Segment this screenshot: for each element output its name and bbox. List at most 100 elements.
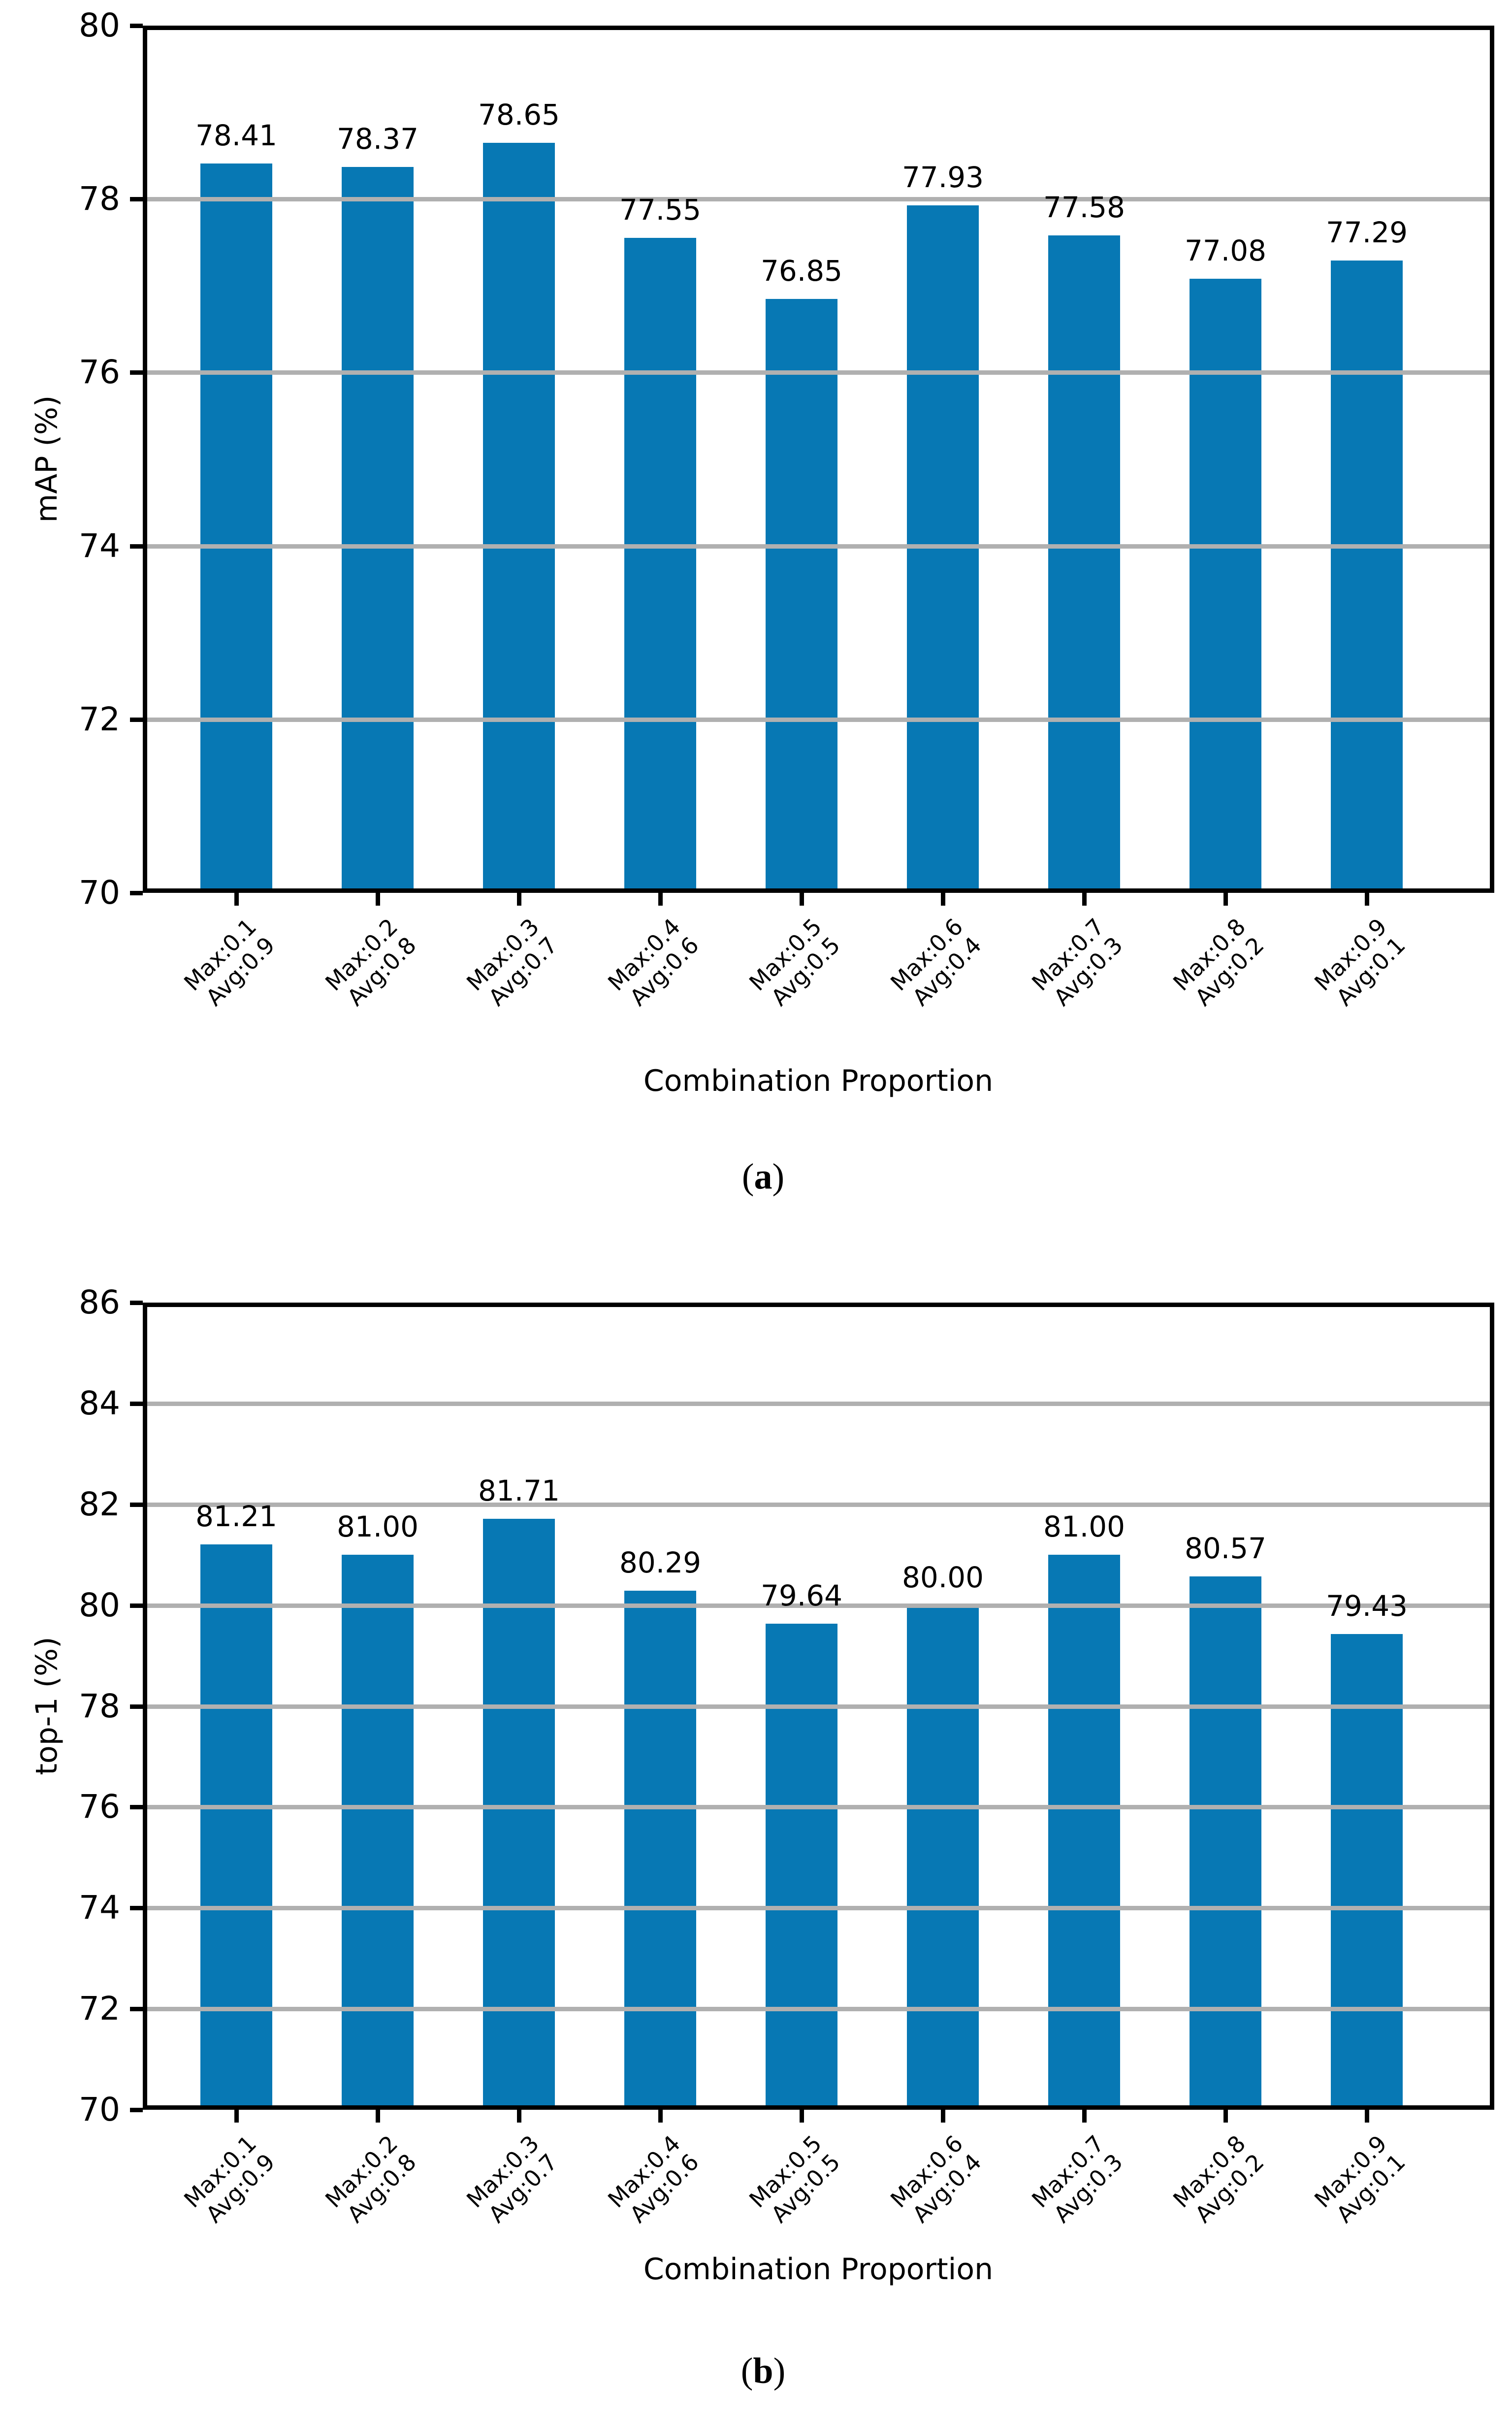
x-tick-mark bbox=[234, 2110, 239, 2123]
y-tick-mark bbox=[130, 1301, 143, 1305]
axis-spine-right bbox=[1490, 26, 1494, 893]
bar-value-label: 80.57 bbox=[1184, 1532, 1267, 1566]
x-tick-mark bbox=[658, 893, 663, 906]
axis-spine-bottom bbox=[143, 2105, 1494, 2110]
y-tick-mark bbox=[130, 544, 143, 549]
gridline bbox=[143, 1805, 1494, 1810]
bar bbox=[624, 1590, 696, 2110]
y-tick-mark bbox=[130, 1805, 143, 1810]
y-tick-mark bbox=[130, 2007, 143, 2012]
bar bbox=[624, 238, 696, 893]
y-tick-label: 86 bbox=[79, 1283, 120, 1321]
bar bbox=[200, 1544, 272, 2110]
bar bbox=[766, 1623, 837, 2110]
axis-spine-left bbox=[143, 1303, 147, 2110]
axis-spine-top bbox=[143, 1303, 1494, 1307]
axis-spine-bottom bbox=[143, 888, 1494, 893]
bar-value-label: 77.55 bbox=[619, 193, 702, 227]
y-tick-mark bbox=[130, 1401, 143, 1406]
y-tick-label: 74 bbox=[79, 526, 120, 565]
y-tick-label: 72 bbox=[79, 1990, 120, 2028]
gridline bbox=[143, 1502, 1494, 1507]
x-tick-mark bbox=[1223, 893, 1228, 906]
x-tick-mark bbox=[234, 893, 239, 906]
bar-value-label: 79.43 bbox=[1325, 1589, 1408, 1623]
bar-value-label: 79.64 bbox=[760, 1578, 843, 1612]
panel-caption: (b) bbox=[741, 2351, 785, 2392]
plot-area: 70 72 74 76 78 80 Max:0.1 Avg:0.9 78.41 Max:0.2 … bbox=[79, 6, 1494, 1011]
gridline bbox=[143, 1401, 1494, 1406]
y-tick-mark bbox=[130, 24, 143, 28]
y-tick-mark bbox=[130, 197, 143, 202]
x-axis-title: Combination Proportion bbox=[643, 1064, 994, 1098]
x-tick-mark bbox=[1082, 893, 1087, 906]
gridline bbox=[143, 1906, 1494, 1911]
x-tick-mark bbox=[1365, 2110, 1369, 2123]
bar-value-label: 81.71 bbox=[478, 1474, 560, 1508]
y-axis-title: top-1 (%) bbox=[30, 1636, 64, 1775]
x-tick-mark bbox=[800, 2110, 804, 2123]
x-tick-mark bbox=[1223, 2110, 1228, 2123]
x-tick-mark bbox=[376, 893, 380, 906]
y-tick-mark bbox=[130, 1603, 143, 1608]
panel-caption: (a) bbox=[742, 1156, 784, 1198]
plot-area: 70 72 74 76 78 80 82 84 86 Max:0.1 Avg:0.9 81.21 Ma… bbox=[79, 1283, 1494, 2228]
y-tick-label: 80 bbox=[79, 1586, 120, 1624]
x-tick-mark bbox=[941, 2110, 945, 2123]
y-tick-mark bbox=[130, 717, 143, 722]
x-tick-mark bbox=[1365, 893, 1369, 906]
y-tick-mark bbox=[130, 1704, 143, 1709]
bar bbox=[1331, 261, 1403, 893]
x-tick-mark bbox=[800, 893, 804, 906]
x-tick-label: Max:0.9 Avg:0.1 bbox=[1309, 2130, 1411, 2228]
caption-close-paren: ) bbox=[772, 1156, 785, 1197]
bar-value-label: 77.93 bbox=[901, 160, 984, 194]
bar-value-label: 81.00 bbox=[1043, 1510, 1126, 1544]
bar bbox=[1048, 235, 1120, 893]
axis-spine-right bbox=[1490, 1303, 1494, 2110]
y-tick-mark bbox=[130, 1906, 143, 1911]
gridline bbox=[143, 717, 1494, 722]
y-tick-label: 70 bbox=[79, 874, 120, 912]
bar-value-label: 77.08 bbox=[1184, 234, 1267, 268]
caption-close-paren: ) bbox=[773, 2351, 786, 2391]
y-tick-label: 78 bbox=[79, 1687, 120, 1725]
bar-value-label: 78.65 bbox=[478, 98, 560, 131]
bar bbox=[483, 142, 555, 893]
y-tick-mark bbox=[130, 891, 143, 895]
bar bbox=[1048, 1555, 1120, 2110]
axis-spine-top bbox=[143, 26, 1494, 30]
caption-open-paren: ( bbox=[740, 2351, 753, 2391]
bar-value-label: 81.21 bbox=[195, 1499, 278, 1533]
bar bbox=[1190, 279, 1261, 893]
bar-value-label: 77.58 bbox=[1043, 191, 1126, 225]
gridline bbox=[143, 544, 1494, 549]
gridline bbox=[143, 370, 1494, 375]
bar-value-label: 78.41 bbox=[195, 118, 278, 152]
y-tick-label: 76 bbox=[79, 353, 120, 392]
y-tick-label: 74 bbox=[79, 1889, 120, 1927]
axis-spine-left bbox=[143, 26, 147, 893]
bar bbox=[1331, 1634, 1403, 2110]
x-tick-mark bbox=[1082, 2110, 1087, 2123]
bar-value-label: 80.00 bbox=[901, 1560, 984, 1594]
bar bbox=[342, 1555, 414, 2110]
bar-value-label: 80.29 bbox=[619, 1545, 702, 1579]
caption-letter: b bbox=[753, 2351, 773, 2391]
y-tick-label: 84 bbox=[79, 1384, 120, 1422]
y-tick-label: 78 bbox=[79, 180, 120, 218]
bar bbox=[907, 205, 979, 893]
bar bbox=[342, 167, 414, 893]
x-tick-mark bbox=[376, 2110, 380, 2123]
y-tick-label: 76 bbox=[79, 1788, 120, 1826]
x-tick-label-anchor: Max:0.9 Avg:0.1 bbox=[1029, 2130, 1411, 2228]
x-tick-mark bbox=[941, 893, 945, 906]
y-tick-label: 82 bbox=[79, 1485, 120, 1523]
gridline bbox=[143, 197, 1494, 202]
gridline bbox=[143, 2007, 1494, 2012]
bar bbox=[200, 163, 272, 893]
bar bbox=[1190, 1576, 1261, 2110]
y-tick-label: 80 bbox=[79, 6, 120, 44]
